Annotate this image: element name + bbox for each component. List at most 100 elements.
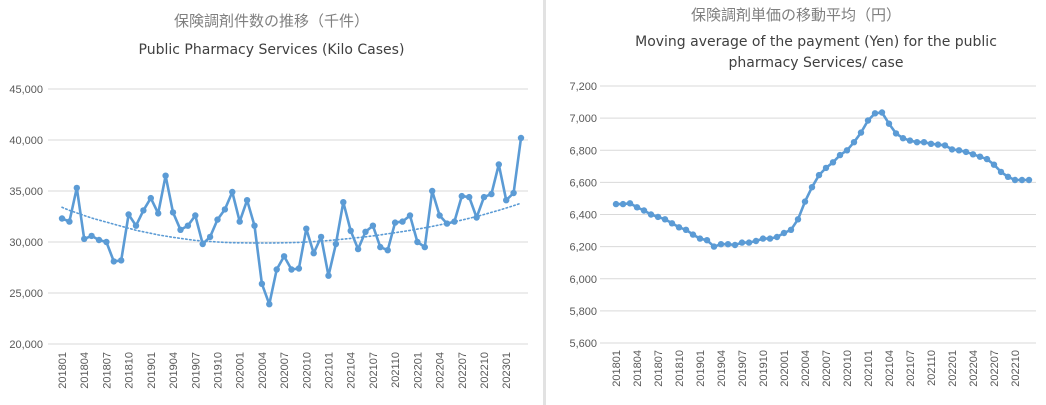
data-point xyxy=(927,140,935,147)
data-point xyxy=(983,155,991,163)
data-point xyxy=(169,209,177,216)
data-point xyxy=(906,137,914,144)
x-tick-label: 202204 xyxy=(435,352,447,389)
data-point xyxy=(1004,173,1012,180)
data-point xyxy=(147,194,154,202)
right-chart-plot: 5,600 5,800 6,000 6,200 6,400 6,600 6,800 7,000… xyxy=(569,81,1036,387)
left-chart-title-ja: 保険調剤件数の推移（千件） xyxy=(173,12,369,30)
y-tick-label: 45,000 xyxy=(9,84,43,96)
left-chart-plot: 20,000 25,000 30,000 35,000 40,000 45,000 2018… xyxy=(9,84,528,389)
data-point xyxy=(206,233,214,241)
data-point xyxy=(1011,176,1019,184)
data-point xyxy=(801,198,809,205)
data-point xyxy=(864,117,872,124)
data-point xyxy=(633,204,641,211)
x-tick-label: 202007 xyxy=(821,350,833,387)
data-point xyxy=(626,200,634,207)
data-point xyxy=(780,229,788,237)
data-point xyxy=(480,193,488,201)
x-tick-label: 202107 xyxy=(905,350,917,387)
data-point xyxy=(199,240,206,248)
data-point xyxy=(192,212,199,219)
data-point xyxy=(689,231,697,238)
data-point xyxy=(81,235,88,243)
data-point xyxy=(612,200,620,208)
data-point xyxy=(369,222,377,229)
data-point xyxy=(675,224,683,231)
data-point xyxy=(619,200,627,208)
y-tick-label: 6,200 xyxy=(569,242,597,254)
x-tick-label: 202104 xyxy=(884,350,896,387)
x-tick-label: 202004 xyxy=(800,350,812,387)
data-point xyxy=(243,197,251,204)
data-point xyxy=(955,147,963,154)
data-point xyxy=(258,280,266,287)
data-point xyxy=(132,222,140,229)
data-point xyxy=(1025,176,1033,184)
data-point xyxy=(969,151,977,158)
x-tick-label: 202207 xyxy=(989,350,1001,387)
x-tick-label: 201901 xyxy=(146,352,158,389)
data-point xyxy=(473,214,480,221)
x-tick-label: 201804 xyxy=(79,352,91,389)
right-chart-panel: 保険調剤単価の移動平均（円） Moving average of the pay… xyxy=(546,0,1046,405)
y-tick-label: 35,000 xyxy=(9,186,43,198)
data-point xyxy=(503,197,510,204)
data-point xyxy=(899,135,907,142)
data-point xyxy=(745,239,753,246)
data-point xyxy=(976,153,984,160)
data-point xyxy=(731,241,739,249)
x-tick-label: 201904 xyxy=(168,352,180,389)
data-point xyxy=(654,213,662,221)
x-tick-label: 201807 xyxy=(101,352,113,389)
data-point xyxy=(436,212,443,219)
data-point xyxy=(510,189,517,197)
x-tick-label: 202101 xyxy=(324,352,336,389)
right-chart-title-en: Moving average of the payment (Yen) for … xyxy=(635,34,997,71)
data-point xyxy=(843,147,851,154)
data-point xyxy=(125,211,132,218)
y-tick-label: 6,400 xyxy=(569,210,597,222)
data-point xyxy=(406,212,414,219)
y-tick-label: 6,600 xyxy=(569,177,597,189)
x-tick-label: 202107 xyxy=(368,352,380,389)
data-point xyxy=(162,172,169,179)
data-point xyxy=(421,243,428,251)
x-tick-label: 202301 xyxy=(501,352,513,389)
x-tick-label: 202201 xyxy=(412,352,424,389)
data-point xyxy=(920,139,928,146)
y-tick-label: 20,000 xyxy=(9,339,43,351)
y-tick-label: 30,000 xyxy=(9,237,43,249)
data-point xyxy=(710,243,718,250)
x-tick-label: 201810 xyxy=(124,352,136,389)
data-point xyxy=(288,266,295,273)
data-point xyxy=(808,184,816,191)
data-point xyxy=(466,193,473,201)
data-point xyxy=(752,237,760,245)
data-point xyxy=(58,215,66,222)
data-point xyxy=(913,139,921,146)
data-point xyxy=(362,228,369,235)
data-point xyxy=(717,241,725,248)
x-tick-label: 201901 xyxy=(695,350,707,387)
x-tick-label: 201810 xyxy=(674,350,686,387)
x-tick-label: 202010 xyxy=(842,350,854,387)
y-tick-label: 5,800 xyxy=(569,306,597,318)
y-tick-label: 6,000 xyxy=(569,274,597,286)
x-tick-label: 201907 xyxy=(737,350,749,387)
x-tick-label: 201807 xyxy=(653,350,665,387)
x-tick-label: 202110 xyxy=(390,352,402,388)
data-point xyxy=(229,188,236,196)
data-point xyxy=(857,129,865,136)
data-point xyxy=(997,168,1005,176)
x-tick-label: 202004 xyxy=(257,352,269,389)
data-point xyxy=(488,190,495,198)
data-point xyxy=(703,237,711,244)
x-tick-label: 202201 xyxy=(947,350,959,387)
data-point xyxy=(155,210,162,217)
data-point xyxy=(95,236,103,244)
right-chart-title-ja: 保険調剤単価の移動平均（円） xyxy=(690,6,901,24)
data-point xyxy=(822,164,830,172)
data-point xyxy=(787,226,795,233)
data-point xyxy=(443,220,451,227)
